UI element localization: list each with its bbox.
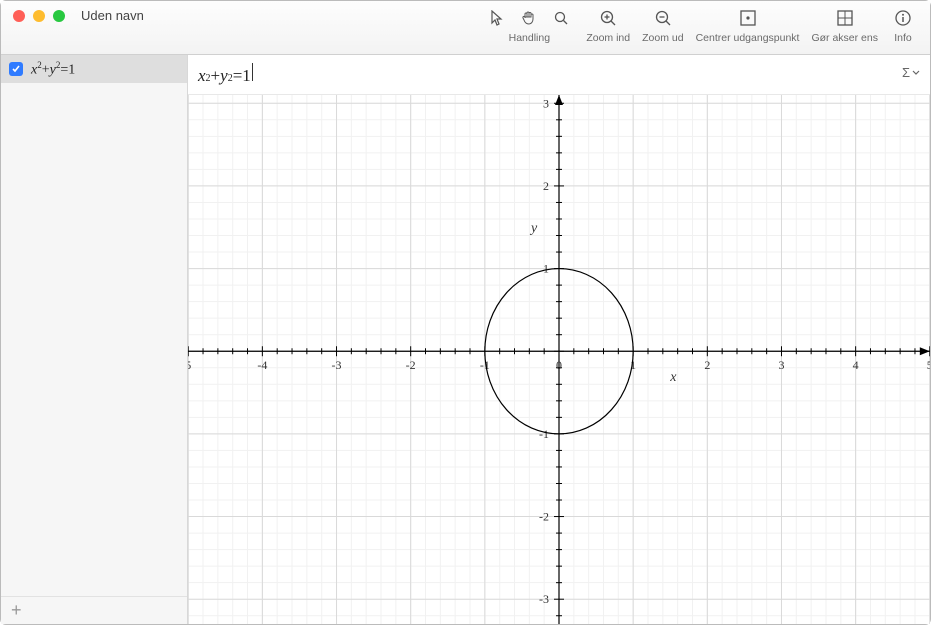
zoom-in-label: Zoom ind [586,32,630,44]
minimize-icon[interactable] [33,10,45,22]
chevron-down-icon [912,70,920,76]
sigma-menu-button[interactable]: Σ [902,65,920,80]
pointer-tool-button[interactable] [484,6,510,30]
formula-bar[interactable]: x2+y2=1 Σ [188,55,930,95]
center-label: Centrer udgangspunkt [696,32,800,44]
info-group: Info [884,5,922,44]
main-area: x2+y2=1 + x2+y2=1 Σ 0123455-4-3-2-1123-3… [1,55,930,624]
hand-tool-button[interactable] [516,6,542,30]
svg-text:2: 2 [543,179,549,193]
svg-text:5: 5 [927,358,930,372]
svg-text:-3: -3 [332,358,342,372]
info-button[interactable] [890,6,916,30]
svg-text:-2: -2 [406,358,416,372]
info-label: Info [894,32,912,44]
svg-text:5: 5 [188,358,191,372]
svg-text:2: 2 [704,358,710,372]
text-cursor [252,63,253,81]
add-equation-button[interactable]: + [11,600,22,621]
center-group: Centrer udgangspunkt [690,5,806,44]
svg-text:3: 3 [778,358,784,372]
svg-text:-2: -2 [539,510,549,524]
svg-text:x: x [669,370,677,385]
graph-area[interactable]: 0123455-4-3-2-1123-3-2-1xy [188,95,930,624]
zoom-rect-button[interactable] [548,6,574,30]
svg-text:-3: -3 [539,592,549,606]
equalize-group: Gør akser ens [805,5,884,44]
equation-sidebar: x2+y2=1 + [1,55,188,624]
formula-text: x2+y2=1 [198,63,253,86]
equation-row[interactable]: x2+y2=1 [1,55,187,83]
zoom-out-label: Zoom ud [642,32,683,44]
maximize-icon[interactable] [53,10,65,22]
handling-group: Handling [478,5,580,44]
window-controls [1,1,65,22]
equalize-axes-button[interactable] [832,6,858,30]
close-icon[interactable] [13,10,25,22]
svg-text:4: 4 [853,358,859,372]
center-origin-button[interactable] [735,6,761,30]
graph-canvas[interactable]: 0123455-4-3-2-1123-3-2-1xy [188,95,930,624]
window-title: Uden navn [81,8,144,23]
sidebar-footer: + [1,596,187,624]
handling-label: Handling [509,32,550,44]
svg-text:-1: -1 [539,427,549,441]
zoom-out-button[interactable] [650,6,676,30]
svg-text:-4: -4 [257,358,267,372]
zoom-in-button[interactable] [595,6,621,30]
svg-text:1: 1 [543,262,549,276]
titlebar: Uden navn Handling Zoom [1,1,930,55]
svg-text:0: 0 [556,358,562,372]
zoom-out-group: Zoom ud [636,5,689,44]
equalize-label: Gør akser ens [811,32,878,44]
svg-text:3: 3 [543,96,549,110]
content-area: x2+y2=1 Σ 0123455-4-3-2-1123-3-2-1xy [188,55,930,624]
equation-text: x2+y2=1 [31,60,75,79]
equation-checkbox[interactable] [9,62,23,76]
svg-text:y: y [529,221,538,236]
toolbar: Handling Zoom ind Zoom ud [478,5,922,44]
zoom-in-group: Zoom ind [580,5,636,44]
